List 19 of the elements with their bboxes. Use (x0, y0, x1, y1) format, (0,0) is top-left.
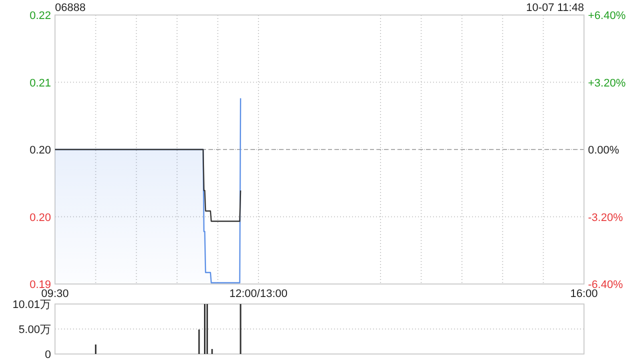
y2-tick-label: -6.40% (588, 279, 624, 291)
y2-tick-label: +3.20% (588, 77, 626, 90)
line-series (54, 148, 242, 222)
y-tick-label: 0.20 (30, 144, 51, 156)
x-tick-label: 12:00/13:00 (229, 288, 288, 300)
y-tick-label: 0.20 (30, 212, 51, 224)
y2-tick-label: 0.00% (588, 144, 620, 156)
chart-title: 06888 (55, 2, 86, 14)
y-tick-label: 10.01万 (12, 299, 51, 311)
x-tick-label: 09:30 (41, 288, 69, 300)
x-tick-label: 16:00 (570, 288, 598, 300)
y2-tick-label: +6.40% (588, 10, 626, 22)
y2-tick-label: -3.20% (588, 212, 624, 224)
y-tick-label: 0.22 (30, 10, 51, 22)
y-tick-label: 0.21 (30, 77, 51, 90)
text: 10-07 11:48 (526, 2, 584, 14)
y-tick-label: 5.00万 (18, 324, 51, 336)
y-tick-label: 0 (44, 349, 51, 360)
y-tick-label: 0.19 (30, 279, 51, 291)
